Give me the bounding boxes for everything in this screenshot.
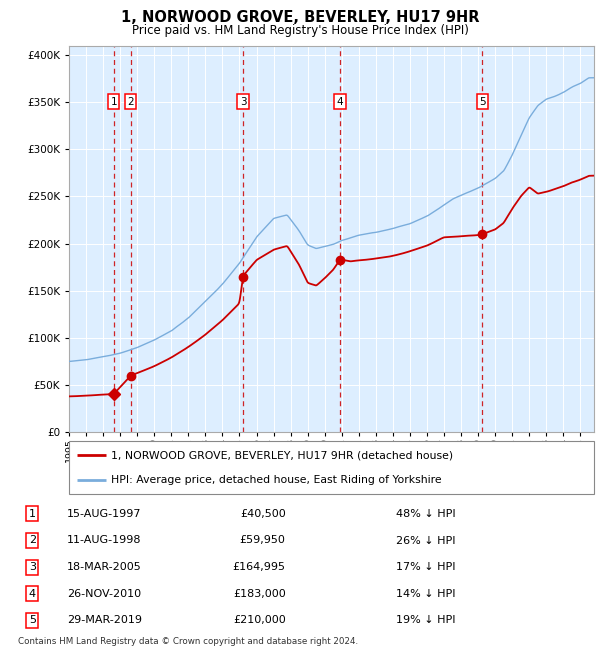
Text: 19% ↓ HPI: 19% ↓ HPI <box>396 616 455 625</box>
Text: 2: 2 <box>127 97 134 107</box>
Text: £183,000: £183,000 <box>233 589 286 599</box>
FancyBboxPatch shape <box>69 441 594 494</box>
Text: 3: 3 <box>240 97 247 107</box>
Text: 15-AUG-1997: 15-AUG-1997 <box>67 509 142 519</box>
Text: 48% ↓ HPI: 48% ↓ HPI <box>396 509 456 519</box>
Text: 1: 1 <box>110 97 117 107</box>
Text: Contains HM Land Registry data © Crown copyright and database right 2024.: Contains HM Land Registry data © Crown c… <box>18 637 358 646</box>
Text: HPI: Average price, detached house, East Riding of Yorkshire: HPI: Average price, detached house, East… <box>111 474 442 485</box>
Text: 26% ↓ HPI: 26% ↓ HPI <box>396 536 455 545</box>
Text: 4: 4 <box>29 589 36 599</box>
Text: Price paid vs. HM Land Registry's House Price Index (HPI): Price paid vs. HM Land Registry's House … <box>131 24 469 37</box>
Text: 2: 2 <box>29 536 36 545</box>
Text: 4: 4 <box>337 97 343 107</box>
Text: 1, NORWOOD GROVE, BEVERLEY, HU17 9HR: 1, NORWOOD GROVE, BEVERLEY, HU17 9HR <box>121 10 479 25</box>
Text: £210,000: £210,000 <box>233 616 286 625</box>
Text: 5: 5 <box>479 97 485 107</box>
Text: 26-NOV-2010: 26-NOV-2010 <box>67 589 142 599</box>
Text: £40,500: £40,500 <box>240 509 286 519</box>
Text: 11-AUG-1998: 11-AUG-1998 <box>67 536 142 545</box>
Text: 3: 3 <box>29 562 36 572</box>
Text: 18-MAR-2005: 18-MAR-2005 <box>67 562 142 572</box>
Text: 1, NORWOOD GROVE, BEVERLEY, HU17 9HR (detached house): 1, NORWOOD GROVE, BEVERLEY, HU17 9HR (de… <box>111 450 453 460</box>
Text: 29-MAR-2019: 29-MAR-2019 <box>67 616 142 625</box>
Text: £164,995: £164,995 <box>233 562 286 572</box>
Text: £59,950: £59,950 <box>239 536 286 545</box>
Text: 1: 1 <box>29 509 36 519</box>
Text: 17% ↓ HPI: 17% ↓ HPI <box>396 562 455 572</box>
Text: 14% ↓ HPI: 14% ↓ HPI <box>396 589 455 599</box>
Text: 5: 5 <box>29 616 36 625</box>
